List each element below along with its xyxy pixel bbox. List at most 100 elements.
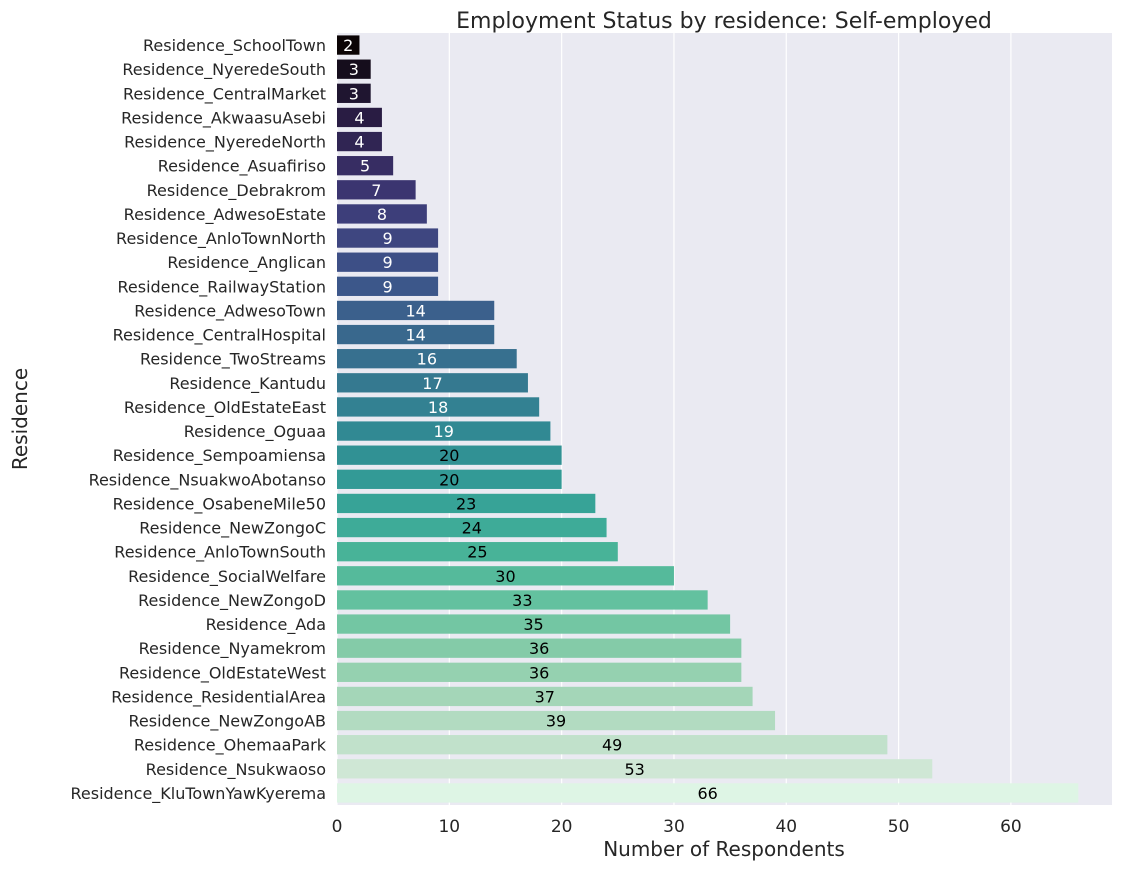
y-tick-label: Residence_RailwayStation [117,277,326,297]
bar [337,710,776,731]
bar-value-label: 20 [439,470,459,489]
bar [337,566,674,586]
bar-value-label: 53 [624,760,644,779]
bar-value-label: 3 [349,60,359,79]
bar-value-label: 25 [467,543,487,562]
chart-title: Employment Status by residence: Self-emp… [456,9,992,34]
x-tick-label: 40 [775,817,797,837]
bar [337,517,607,538]
y-tick-label: Residence_AkwaasuAsebi [121,108,326,128]
y-tick-label: Residence_Oguaa [184,422,326,442]
bar-value-label: 9 [382,229,392,248]
bar [337,759,933,779]
bar [337,373,528,393]
y-axis-label: Residence [8,368,32,470]
bar [337,300,495,321]
bar-value-label: 19 [434,422,454,441]
bar-value-label: 66 [697,784,717,803]
bar [337,204,427,224]
y-tick-label: Residence_AnloTownSouth [114,543,326,563]
y-tick-label: Residence_OsabeneMile50 [113,494,326,514]
bar [337,783,1079,803]
bar [337,542,618,562]
x-tick-label: 20 [551,817,573,837]
bar [337,445,562,465]
bar-value-label: 14 [405,301,425,320]
bar-value-label: 17 [422,374,442,393]
bar-value-label: 14 [405,326,425,345]
bar [337,228,439,248]
bar-value-label: 39 [546,712,566,731]
bar [337,131,382,152]
y-tick-label: Residence_NyeredeSouth [122,60,326,80]
y-tick-label: Residence_Ada [206,615,326,635]
bar [337,735,888,755]
bar [337,35,360,55]
bar [337,83,371,103]
bar [337,397,540,417]
bar-value-label: 16 [417,350,437,369]
y-tick-label: Residence_OhemaaPark [134,736,327,756]
bar-value-label: 37 [535,687,555,706]
bar [337,493,596,514]
bar-value-label: 3 [349,84,359,103]
x-tick-labels: 0 10 20 30 40 50 60 [332,817,1022,837]
bar-value-label: 7 [371,181,381,200]
bar-value-label: 49 [602,736,622,755]
y-tick-label: Residence_AdwesoTown [134,301,326,321]
x-tick-label: 60 [1000,817,1022,837]
bar [337,107,382,128]
bar-value-label: 2 [343,36,353,55]
bar-value-label: 4 [354,108,364,127]
y-tick-label: Residence_TwoStreams [140,350,326,370]
bar [337,156,394,176]
y-tick-label: Residence_NewZongoAB [129,712,326,732]
bar-value-label: 36 [529,639,549,658]
bar-value-label: 33 [512,591,532,610]
bar [337,662,742,682]
y-tick-label: Residence_Nsukwaoso [146,760,326,780]
bar-value-label: 4 [354,133,364,152]
x-axis-label: Number of Respondents [603,837,845,861]
y-tick-label: Residence_Asuafiriso [158,157,326,177]
y-tick-label: Residence_Sempoamiensa [113,446,326,466]
bar-value-label: 9 [382,253,392,272]
bar [337,421,551,441]
bar-value-label: 8 [377,205,387,224]
y-tick-label: Residence_NewZongoD [138,591,326,611]
y-tick-label: Residence_CentralMarket [123,84,326,104]
bar [337,590,708,610]
y-tick-label: Residence_Nyamekrom [139,639,326,659]
y-tick-label: Residence_ResidentialArea [111,687,326,707]
y-tick-label: Residence_Anglican [167,253,326,273]
bar [337,324,495,345]
bar-value-label: 20 [439,446,459,465]
bar-value-label: 23 [456,494,476,513]
bar [337,686,753,707]
bar-value-label: 36 [529,663,549,682]
y-tick-label: Residence_NsuakwoAbotanso [89,470,326,490]
bar-value-label: 35 [523,615,543,634]
y-tick-label: Residence_AnloTownNorth [116,229,326,249]
x-tick-label: 10 [438,817,460,837]
bar-value-label: 5 [360,157,370,176]
y-tick-label: Residence_Kantudu [169,374,326,394]
bar-value-label: 18 [428,398,448,417]
x-tick-label: 50 [888,817,910,837]
bar [337,276,439,296]
y-tick-label: Residence_SocialWelfare [128,567,326,587]
x-tick-label: 0 [332,817,343,837]
x-tick-label: 30 [663,817,685,837]
y-tick-label: Residence_Debrakrom [147,181,326,201]
bar-value-label: 9 [382,277,392,296]
y-tick-labels: Residence_SchoolTown Residence_NyeredeSou… [70,36,326,804]
y-tick-label: Residence_OldEstateWest [119,663,326,683]
y-tick-label: Residence_NewZongoC [139,519,326,539]
y-tick-label: Residence_CentralHospital [113,326,326,346]
y-tick-label: Residence_SchoolTown [143,36,326,56]
bar [337,59,371,79]
y-tick-label: Residence_NyeredeNorth [124,133,326,153]
bar [337,614,731,634]
bars: 2334457899914141617181920202324253033353… [337,35,1079,803]
